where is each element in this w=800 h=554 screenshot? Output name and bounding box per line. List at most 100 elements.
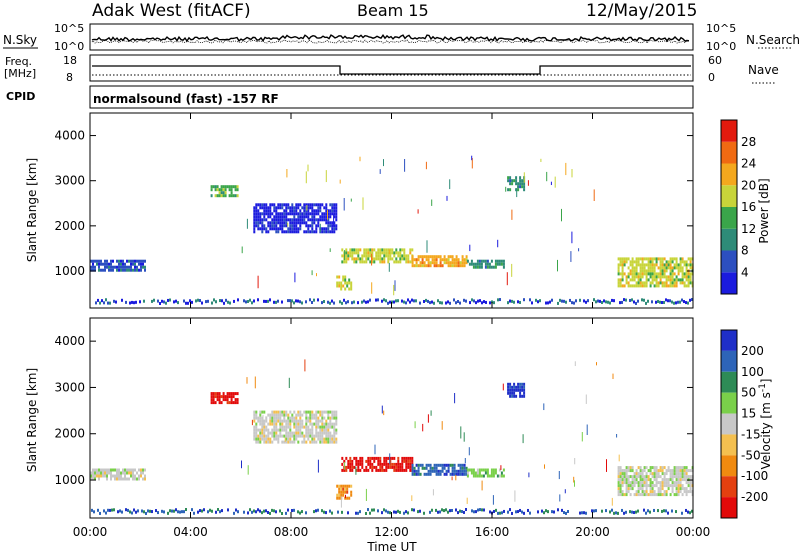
power-cell (455, 301, 457, 305)
power-cell (359, 257, 362, 261)
velocity-cell (222, 395, 225, 399)
power-cell (635, 272, 638, 276)
velocity-cell (297, 425, 300, 429)
power-cell (685, 278, 688, 282)
power-colorbar-swatch (721, 141, 737, 164)
velocity-cell (171, 509, 173, 513)
power-cell (381, 251, 384, 255)
velocity-cell (216, 392, 219, 396)
velocity-cell (645, 472, 648, 476)
velocity-cell (621, 481, 624, 485)
velocity-cell (385, 462, 388, 466)
power-cell (561, 208, 562, 222)
velocity-cell (675, 472, 678, 476)
power-cell (189, 299, 191, 303)
power-cell (305, 171, 307, 184)
power-cell (323, 230, 326, 234)
power-cell (269, 227, 272, 231)
power-cell (389, 300, 391, 304)
power-cell (341, 260, 344, 264)
velocity-cell (336, 493, 339, 497)
power-cell (257, 227, 260, 231)
velocity-cell (267, 434, 270, 438)
velocity-cell (251, 510, 253, 514)
power-cell (348, 278, 351, 282)
velocity-cell (437, 463, 440, 467)
power-cell (613, 299, 615, 303)
velocity-cell (297, 510, 299, 514)
velocity-cell (284, 437, 286, 442)
velocity-cell (313, 416, 316, 420)
power-cell (142, 259, 144, 263)
power-cell (659, 257, 662, 261)
velocity-cell (419, 472, 422, 476)
power-cell (675, 260, 678, 264)
power-cell (267, 206, 270, 210)
velocity-cell (669, 469, 672, 473)
velocity-cell (325, 410, 328, 414)
velocity-cell (677, 472, 680, 476)
velocity-cell (349, 459, 352, 463)
velocity-cell (281, 410, 284, 414)
power-cell (321, 301, 323, 305)
power-cell (311, 227, 314, 231)
power-cell (673, 284, 676, 288)
velocity-cell (391, 462, 394, 466)
velocity-cell (313, 440, 316, 444)
power-cell (511, 179, 514, 183)
velocity-cell (311, 416, 314, 420)
power-cell (295, 224, 298, 228)
velocity-cell (391, 465, 394, 469)
velocity-cell (287, 422, 290, 426)
power-cell (657, 299, 659, 303)
power-cell (293, 212, 296, 216)
power-cell (488, 265, 491, 269)
power-cell (643, 272, 646, 276)
power-cell (429, 255, 432, 259)
velocity-cell (492, 471, 495, 475)
velocity-cell (681, 472, 684, 476)
power-cell (653, 275, 656, 279)
power-cell (344, 281, 347, 285)
power-cell (351, 248, 354, 252)
velocity-cell (488, 474, 491, 478)
power-cell (299, 300, 301, 304)
power-cell (669, 299, 671, 303)
velocity-cell (287, 437, 290, 441)
velocity-cell (631, 487, 634, 491)
power-cell (465, 255, 468, 259)
velocity-cell (104, 471, 106, 475)
power-cell (421, 261, 424, 265)
velocity-cell (311, 410, 314, 414)
power-cell (517, 182, 520, 186)
power-cell (643, 284, 646, 288)
velocity-cell (309, 434, 312, 438)
power-colorbar-swatch (721, 250, 737, 273)
velocity-cell (365, 511, 367, 515)
power-cell (367, 254, 370, 258)
power-cell (473, 299, 475, 303)
velocity-cell (621, 478, 624, 482)
velocity-cell (381, 511, 383, 515)
velocity-cell (381, 462, 384, 466)
velocity-cell (333, 425, 336, 429)
power-cell (313, 209, 316, 213)
power-cell (259, 206, 262, 210)
velocity-cell (232, 395, 235, 399)
power-cell (315, 209, 318, 213)
velocity-echo-region (336, 484, 353, 500)
power-cell (623, 263, 626, 267)
velocity-cell (647, 475, 650, 479)
power-cell (329, 203, 332, 207)
velocity-cell (249, 508, 251, 512)
velocity-cell (331, 416, 334, 420)
velocity-cell (289, 422, 292, 426)
power-cell (573, 301, 575, 305)
power-cell (267, 221, 270, 225)
velocity-cell (451, 508, 453, 512)
power-cell (333, 212, 336, 216)
velocity-cell (629, 484, 632, 488)
velocity-cell (689, 511, 691, 515)
power-cell (275, 221, 278, 225)
velocity-cell (401, 468, 404, 472)
